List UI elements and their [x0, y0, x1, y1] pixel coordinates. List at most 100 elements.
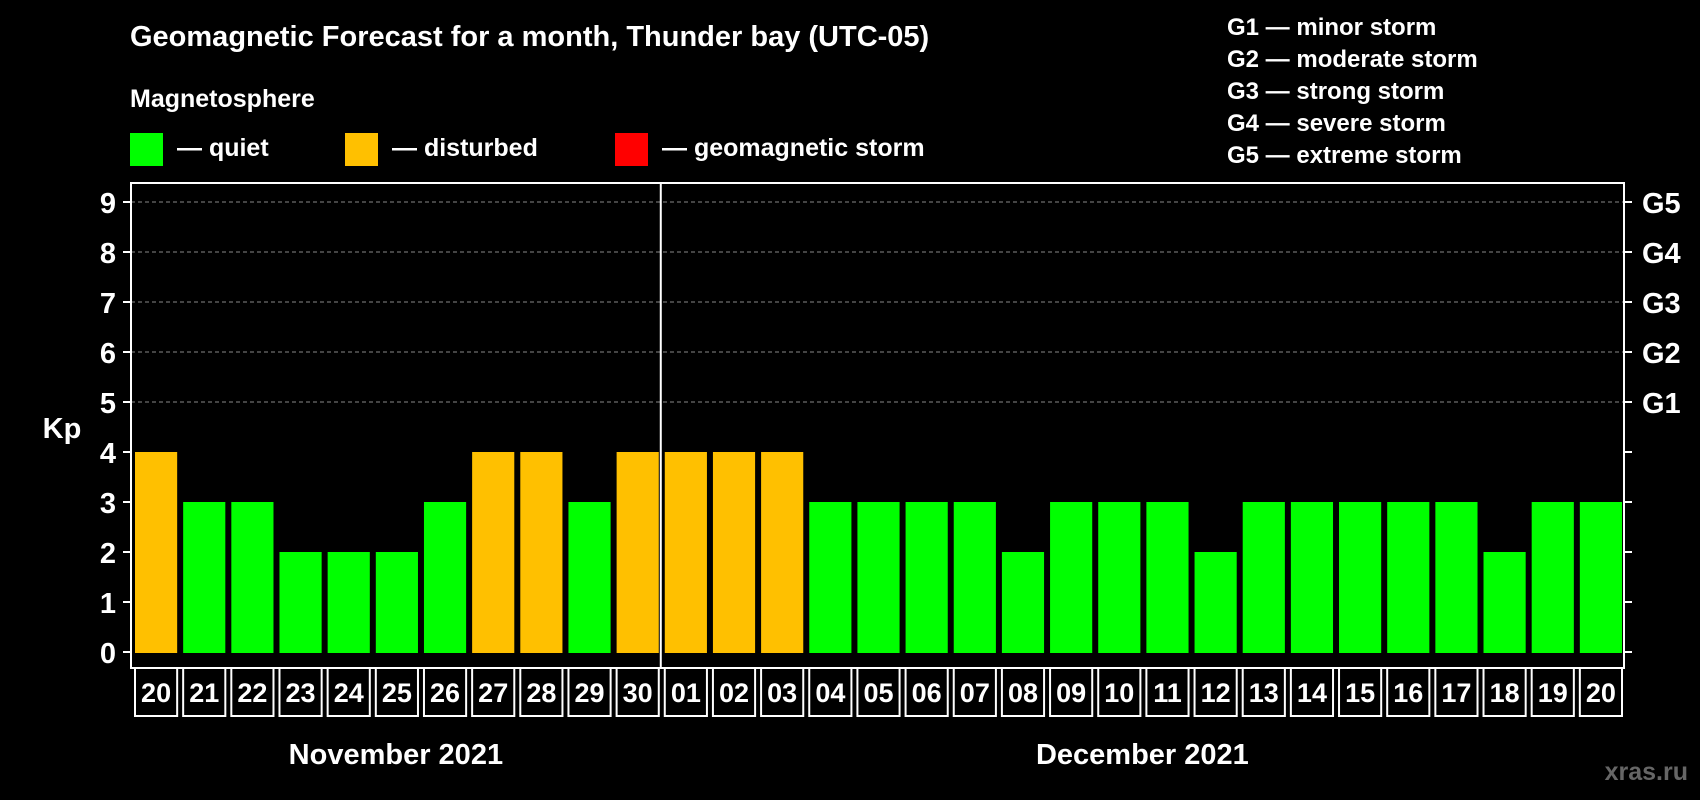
x-tick-label: 24: [334, 678, 364, 708]
x-tick-label: 20: [1586, 678, 1616, 708]
bar-1: [183, 502, 226, 653]
x-tick-label: 27: [478, 678, 508, 708]
y-tick-label: 2: [100, 538, 116, 570]
storm-scale-g3: G3 — strong storm: [1227, 78, 1445, 105]
bars: [135, 452, 1622, 653]
date-cell: [567, 667, 612, 717]
legend-label-disturbed: — disturbed: [392, 134, 538, 162]
x-tick-label: 18: [1490, 678, 1520, 708]
right-axis-label-G5: G5: [1642, 188, 1681, 220]
bar-12: [712, 452, 756, 653]
x-tick-label: 02: [719, 678, 749, 708]
date-cell: [326, 667, 371, 717]
date-cell: [952, 667, 997, 717]
bar-5: [375, 552, 418, 653]
right-axis-label-G4: G4: [1642, 238, 1681, 270]
month-label-1: December 2021: [1036, 739, 1249, 771]
y-tick-label: 4: [100, 438, 116, 470]
x-tick-label: 05: [863, 678, 893, 708]
bar-17: [953, 502, 996, 653]
bar-6: [423, 502, 467, 653]
legend-label-storm: — geomagnetic storm: [662, 134, 925, 162]
date-cell: [856, 667, 901, 717]
bar-27: [1435, 502, 1478, 653]
right-axis-label-G3: G3: [1642, 288, 1681, 320]
date-cell: [1386, 667, 1431, 717]
gridlines: [131, 201, 1624, 403]
bar-2: [231, 502, 274, 653]
bar-4: [327, 552, 370, 653]
date-cell: [471, 667, 516, 717]
date-cell: [760, 667, 805, 717]
date-cell: [1578, 667, 1624, 717]
bar-14: [809, 502, 852, 653]
date-cell: [519, 667, 564, 717]
date-cell: [711, 667, 757, 717]
x-tick-label: 01: [671, 678, 701, 708]
right-axis-label-G2: G2: [1642, 338, 1681, 370]
x-tick-label: 22: [237, 678, 267, 708]
date-cell: [1000, 667, 1046, 717]
bar-28: [1483, 552, 1526, 653]
date-cell: [615, 667, 660, 717]
bar-21: [1146, 502, 1189, 653]
date-cell: [1289, 667, 1335, 717]
x-tick-label: 28: [526, 678, 556, 708]
bar-15: [857, 502, 900, 653]
x-tick-label: 10: [1104, 678, 1134, 708]
date-cell: [182, 667, 227, 717]
bar-7: [472, 452, 515, 653]
y-tick-label: 3: [100, 488, 116, 520]
bar-19: [1050, 502, 1093, 653]
bar-29: [1531, 502, 1574, 653]
y-axis-label: Kp: [43, 413, 82, 445]
y-tick-label: 9: [100, 188, 116, 220]
bar-10: [616, 452, 659, 653]
x-tick-label: 03: [767, 678, 797, 708]
x-tick-label: 04: [815, 678, 845, 708]
date-cell: [1241, 667, 1286, 717]
y-tick-label: 1: [100, 588, 116, 620]
legend-swatch-storm: [615, 133, 648, 166]
bar-0: [135, 452, 178, 653]
month-label-0: November 2021: [289, 739, 503, 771]
storm-scale-g5: G5 — extreme storm: [1227, 142, 1462, 169]
bar-23: [1242, 502, 1285, 653]
x-tick-label: 25: [382, 678, 412, 708]
storm-scale-g2: G2 — moderate storm: [1227, 46, 1478, 73]
date-cell: [1193, 667, 1238, 717]
y-tick-label: 5: [100, 388, 116, 420]
x-tick-label: 14: [1297, 678, 1327, 708]
x-tick-label: 17: [1441, 678, 1471, 708]
legend-heading: Magnetosphere: [130, 85, 315, 113]
date-cell: [1434, 667, 1479, 717]
x-tick-label: 07: [960, 678, 990, 708]
bar-25: [1339, 502, 1382, 653]
bar-9: [568, 502, 611, 653]
date-cell: [1097, 667, 1142, 717]
x-tick-label: 12: [1201, 678, 1231, 708]
x-tick-label: 23: [286, 678, 316, 708]
x-tick-label: 26: [430, 678, 460, 708]
x-tick-label: 13: [1249, 678, 1279, 708]
date-cell: [230, 667, 275, 717]
y-tick-label: 7: [100, 288, 116, 320]
storm-scale-g1: G1 — minor storm: [1227, 14, 1437, 41]
date-cell: [278, 667, 323, 717]
legend-label-quiet: — quiet: [177, 134, 269, 162]
date-cell: [1338, 667, 1383, 717]
bar-13: [761, 452, 804, 653]
bar-24: [1290, 502, 1334, 653]
x-tick-label: 20: [141, 678, 171, 708]
x-tick-label: 06: [912, 678, 942, 708]
bar-16: [905, 502, 948, 653]
x-tick-label: 29: [575, 678, 605, 708]
x-tick-label: 11: [1153, 678, 1182, 708]
y-tick-label: 8: [100, 238, 116, 270]
date-cell: [374, 667, 419, 717]
y-tick-label: 0: [100, 638, 116, 670]
bar-26: [1387, 502, 1430, 653]
bar-11: [664, 452, 707, 653]
